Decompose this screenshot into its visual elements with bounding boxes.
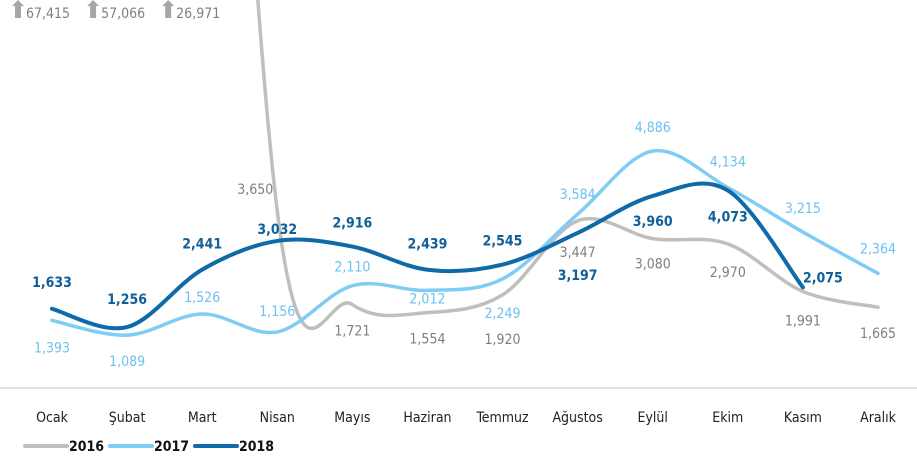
value-label: 4,134 (710, 155, 746, 171)
value-label: 1,089 (109, 354, 145, 370)
x-tick-label: Temmuz (475, 410, 529, 426)
x-tick-label: Ocak (36, 410, 69, 426)
value-label: 1,393 (34, 340, 70, 356)
x-tick-label: Kasım (784, 410, 822, 426)
legend-label: 2017 (154, 439, 189, 455)
value-label: 67,415 (26, 6, 70, 22)
value-label: 2,110 (334, 260, 370, 276)
value-label: 2,916 (332, 216, 372, 232)
value-label: 1,526 (184, 290, 220, 306)
up-arrow (87, 0, 100, 18)
value-label: 57,066 (101, 6, 145, 22)
series-line (256, 0, 880, 331)
value-label: 3,960 (633, 214, 673, 230)
x-tick-label: Ekim (712, 410, 743, 426)
value-label: 4,886 (635, 120, 671, 136)
value-label: 2,364 (860, 241, 896, 257)
legend-label: 2016 (69, 439, 104, 455)
value-label: 2,439 (408, 237, 448, 253)
value-label: 3,197 (558, 268, 598, 284)
x-tick-label: Şubat (109, 410, 146, 426)
plot-area (50, 0, 880, 337)
up-arrow (162, 0, 175, 18)
value-label: 3,215 (785, 201, 821, 217)
value-label: 1,920 (485, 332, 521, 348)
x-tick-label: Mayıs (334, 410, 370, 426)
value-label: 1,156 (259, 304, 295, 320)
x-tick-label: Ağustos (552, 410, 602, 426)
value-label: 3,447 (560, 245, 596, 261)
series-line (50, 148, 880, 337)
value-label: 3,584 (560, 187, 596, 203)
value-label: 1,665 (860, 326, 896, 342)
x-tick-label: Haziran (403, 410, 451, 426)
value-label: 1,256 (107, 292, 147, 308)
value-label: 4,073 (708, 209, 748, 225)
up-arrow (12, 0, 24, 18)
value-label: 1,991 (785, 313, 821, 329)
value-label: 2,441 (182, 237, 222, 253)
value-label: 2,249 (485, 306, 521, 322)
x-tick-label: Aralık (860, 410, 897, 426)
x-tick-label: Eylül (638, 410, 668, 426)
value-label: 2,012 (409, 291, 445, 307)
value-label: 3,080 (635, 257, 671, 273)
x-tick-label: Nisan (260, 410, 295, 426)
value-label: 1,633 (32, 275, 72, 291)
x-tick-label: Mart (188, 410, 217, 426)
value-label: 2,970 (710, 265, 746, 281)
series-line (50, 181, 805, 331)
value-label: 2,075 (803, 270, 843, 286)
legend-label: 2018 (239, 439, 274, 455)
value-label: 1,554 (409, 332, 445, 348)
value-label: 3,032 (257, 222, 297, 238)
value-label: 1,721 (334, 324, 370, 340)
value-label: 2,545 (483, 234, 523, 250)
value-label: 3,650 (237, 182, 273, 198)
value-label: 26,971 (176, 6, 220, 22)
